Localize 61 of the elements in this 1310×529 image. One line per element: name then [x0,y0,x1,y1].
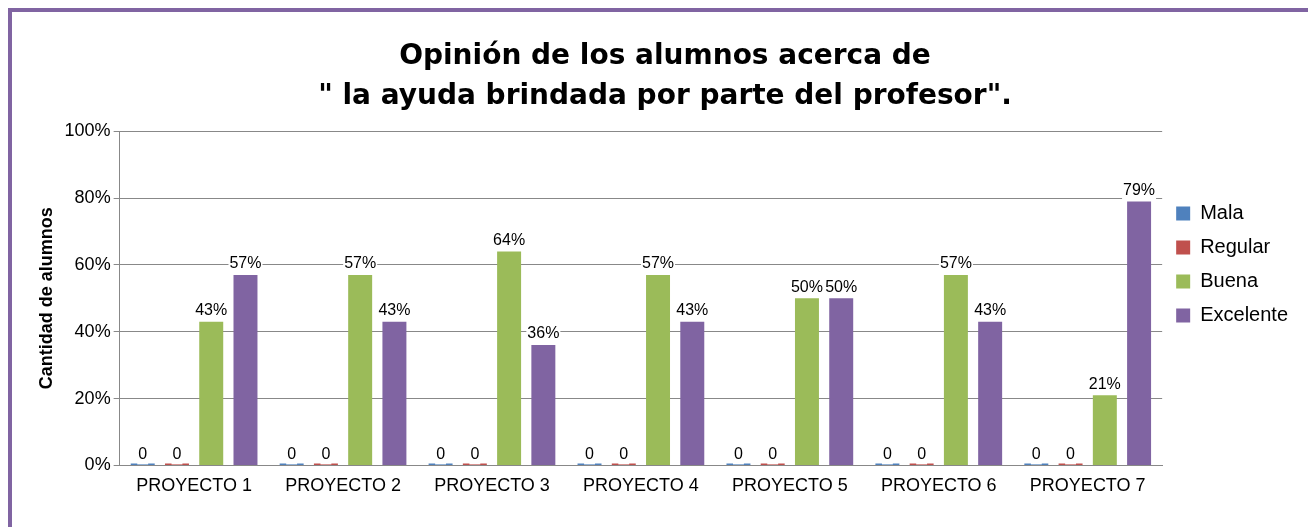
y-tick-label: 100% [64,120,111,141]
data-label: 0 [585,444,595,462]
bar [233,274,258,465]
x-tick-label: PROYECTO 5 [731,475,848,496]
bar [1127,201,1152,465]
data-label: 79% [1123,180,1156,198]
y-axis-title: Cantidad de alumnos [35,207,56,390]
data-label: 0 [917,444,927,462]
data-label: 0 [172,444,182,462]
x-tick-label: PROYECTO 6 [880,475,997,496]
data-label: 57% [344,254,377,272]
bar [497,251,522,465]
x-tick-label: PROYECTO 7 [1029,475,1146,496]
data-label: 0 [619,444,629,462]
data-label: 0 [734,444,743,462]
y-tick-label: 20% [74,387,111,408]
legend-label: Mala [1200,201,1245,224]
bar [348,274,373,465]
bar [680,321,705,465]
bar [978,321,1003,465]
data-label: 57% [939,254,972,272]
data-label: 36% [527,324,560,342]
y-tick-label: 80% [74,187,111,208]
data-label: 43% [195,301,228,319]
legend-label: Regular [1200,235,1271,258]
legend-label: Excelente [1200,303,1289,326]
data-label: 43% [974,301,1007,319]
bar [794,298,819,465]
bar [943,274,968,465]
y-tick-label: 60% [74,253,111,274]
y-tick-label: 40% [74,320,111,341]
bar [531,345,556,465]
data-label: 0 [768,444,778,462]
data-label: 50% [790,277,823,295]
data-label: 0 [1031,444,1041,462]
data-label: 21% [1088,374,1121,392]
data-label: 50% [825,277,858,295]
legend-label: Buena [1200,269,1259,292]
data-label: 43% [676,301,709,319]
x-tick-label: PROYECTO 1 [136,475,252,496]
data-label: 0 [287,444,297,462]
data-label: 43% [378,301,411,319]
bar [646,274,671,465]
chart-title: Opinión de los alumnos acerca de " la ayuda brindada por parte del profesor". [318,37,1012,112]
data-label: 0 [138,444,148,462]
bar [199,321,224,465]
data-label: 0 [470,444,480,462]
x-tick-label: PROYECTO 3 [434,475,550,496]
y-tick-label: 0% [84,454,111,475]
data-label: 0 [321,444,331,462]
data-label: 57% [229,254,262,272]
bar [382,321,407,465]
data-label: 0 [436,444,446,462]
x-tick-label: PROYECTO 4 [583,475,699,496]
data-label: 64% [493,230,526,248]
bar [829,298,854,465]
data-label: 0 [882,444,892,462]
data-label: 57% [642,254,675,272]
bar [1092,395,1117,465]
x-tick-label: PROYECTO 2 [285,475,401,496]
data-label: 0 [1066,444,1076,462]
